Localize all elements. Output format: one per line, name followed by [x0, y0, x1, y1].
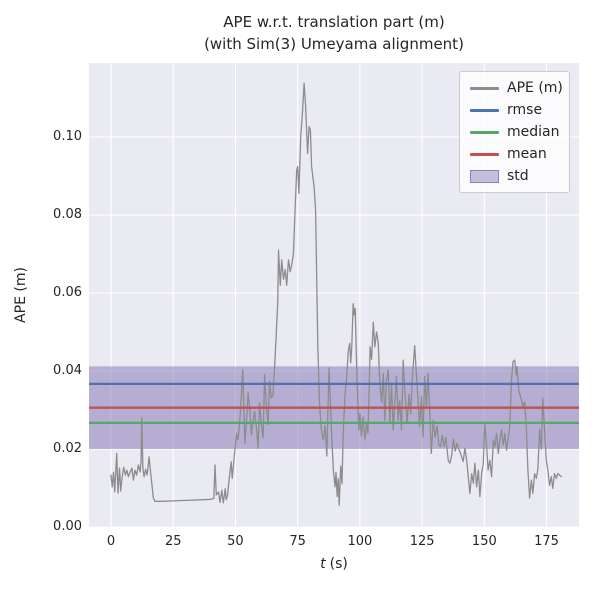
- y-tick-0.04: 0.04: [53, 363, 82, 379]
- legend-swatch-std: [470, 169, 499, 183]
- legend: APE (m) rmse median mean std: [459, 71, 570, 193]
- plot-area: APE (m) rmse median mean std: [89, 63, 579, 527]
- legend-item-ape: APE (m): [470, 77, 569, 99]
- y-tick-0.06: 0.06: [53, 285, 82, 301]
- legend-item-median: median: [470, 121, 569, 143]
- x-tick-150: 150: [471, 534, 497, 549]
- y-tick-0.10: 0.10: [53, 129, 82, 145]
- x-tick-75: 75: [289, 534, 306, 549]
- legend-swatch-rmse: [470, 108, 499, 112]
- legend-label-rmse: rmse: [507, 102, 543, 118]
- legend-label-ape: APE (m): [507, 80, 563, 96]
- chart-title-line2: (with Sim(3) Umeyama alignment): [204, 35, 464, 53]
- x-tick-100: 100: [347, 534, 373, 549]
- ape-curve: [110, 82, 562, 506]
- chart-title: APE w.r.t. translation part (m) (with Si…: [89, 11, 579, 55]
- legend-item-mean: mean: [470, 143, 569, 165]
- x-axis-label-var: t: [320, 556, 326, 572]
- x-tick-0: 0: [106, 534, 116, 549]
- x-axis-label-unit: (s): [329, 556, 348, 572]
- legend-item-rmse: rmse: [470, 99, 569, 121]
- x-tick-50: 50: [227, 534, 244, 549]
- legend-label-std: std: [507, 168, 529, 184]
- legend-swatch-ape: [470, 86, 499, 90]
- x-axis-label: t (s): [89, 556, 579, 572]
- x-tick-25: 25: [164, 534, 182, 549]
- legend-label-median: median: [507, 124, 560, 140]
- legend-label-mean: mean: [507, 146, 547, 162]
- y-tick-0.08: 0.08: [53, 207, 82, 223]
- legend-item-std: std: [470, 165, 569, 187]
- y-axis-label: APE (m): [13, 267, 29, 323]
- legend-swatch-median: [470, 130, 499, 134]
- chart-title-line1: APE w.r.t. translation part (m): [223, 13, 445, 31]
- y-tick-0.02: 0.02: [53, 441, 82, 457]
- legend-swatch-mean: [470, 152, 499, 156]
- y-tick-0.00: 0.00: [53, 519, 82, 534]
- x-tick-125: 125: [409, 534, 435, 549]
- x-tick-175: 175: [534, 534, 559, 549]
